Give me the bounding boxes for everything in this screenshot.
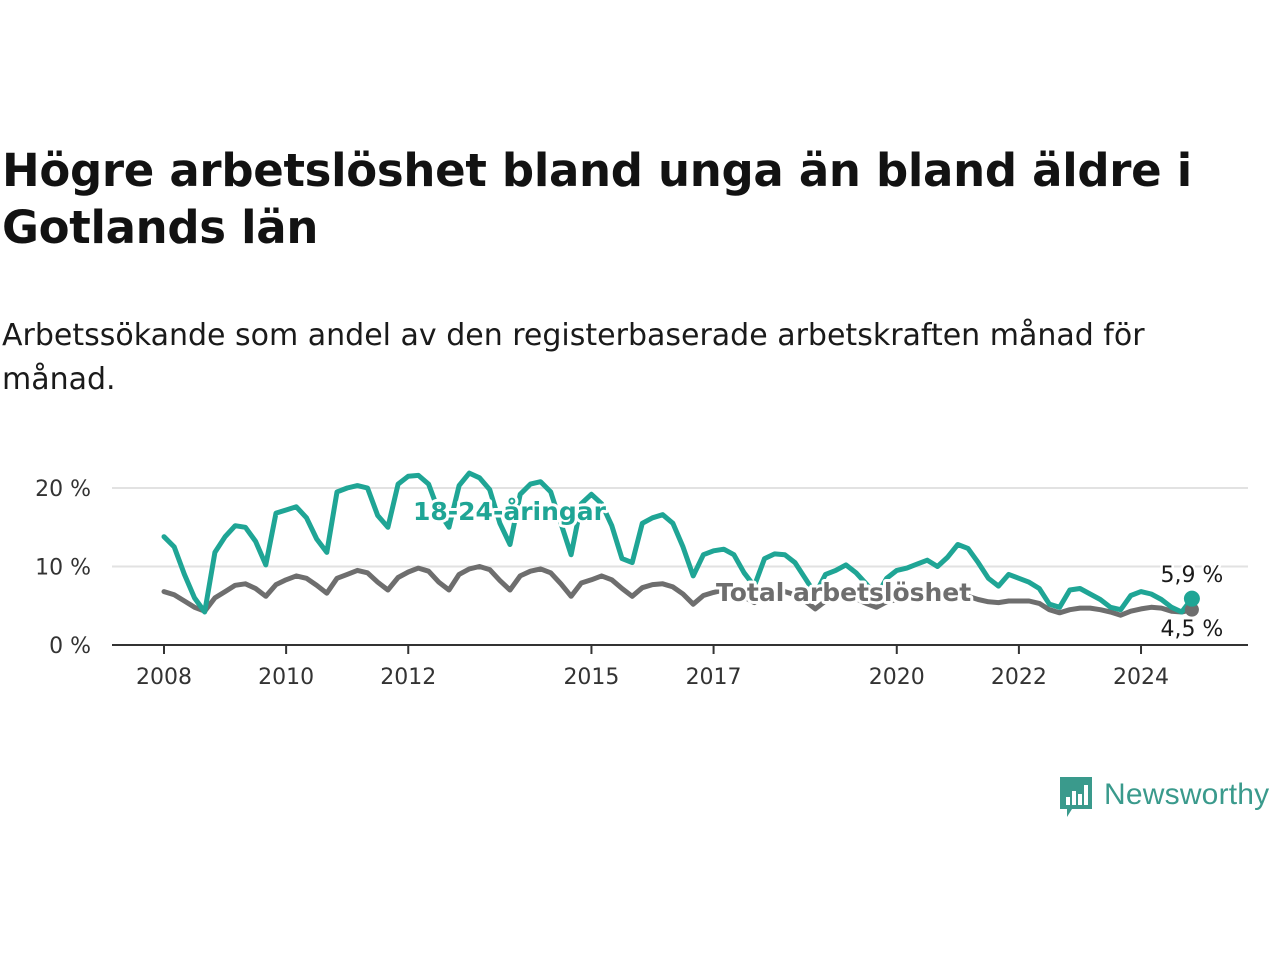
x-tick-label: 2008 xyxy=(136,665,192,690)
newsworthy-logo-text: Newsworthy xyxy=(1104,778,1270,811)
series-labels: 18-24-åringar Total arbetslöshet 5,9 % 4,5 … xyxy=(410,494,1226,645)
newsworthy-logo-icon xyxy=(1058,775,1094,817)
x-tick-label: 2010 xyxy=(258,665,314,690)
series-lines xyxy=(161,470,1195,618)
x-tick-label: 2012 xyxy=(380,665,436,690)
x-tick-label: 2017 xyxy=(686,665,742,690)
x-tick-label: 2024 xyxy=(1113,665,1169,690)
x-axis: 2008 2010 2012 2015 2017 2020 2022 2024 xyxy=(136,645,1169,690)
x-tick-label: 2015 xyxy=(563,665,619,690)
end-point-youth xyxy=(1183,590,1200,607)
end-value-youth: 5,9 % xyxy=(1160,563,1223,588)
series-label-youth: 18-24-åringar xyxy=(413,497,607,526)
y-axis: 0 % 10 % 20 % xyxy=(35,477,91,659)
y-tick-label: 10 % xyxy=(35,556,91,581)
y-tick-label: 20 % xyxy=(35,477,91,502)
series-label-total: Total arbetslöshet xyxy=(716,578,971,607)
x-tick-label: 2022 xyxy=(991,665,1047,690)
chart-subtitle: Arbetssökande som andel av den registerb… xyxy=(2,318,1145,397)
series-line-youth xyxy=(161,470,1195,615)
grid-lines xyxy=(112,487,1248,646)
end-point-total xyxy=(1184,602,1199,617)
chart-title: Högre arbetslöshet bland unga än bland ä… xyxy=(2,144,1192,254)
y-tick-label: 0 % xyxy=(49,634,91,659)
series-line-total xyxy=(161,564,1195,618)
x-tick-label: 2020 xyxy=(869,665,925,690)
newsworthy-logo: Newsworthy xyxy=(1058,772,1269,818)
end-value-total: 4,5 % xyxy=(1160,617,1223,642)
